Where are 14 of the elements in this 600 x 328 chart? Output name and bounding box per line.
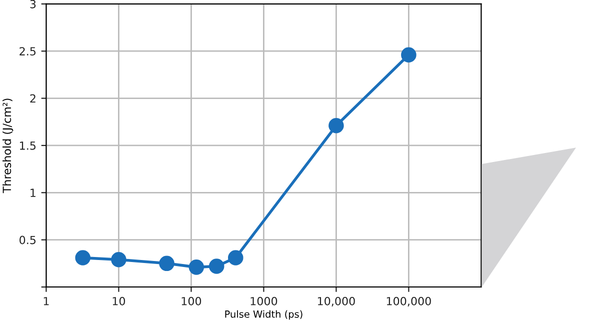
y-tick-label: 1.5: [20, 142, 36, 150]
x-tick-label: 100,000: [386, 296, 431, 306]
x-tick-label: 1000: [250, 296, 278, 306]
x-axis-title: Pulse Width (ps): [225, 310, 302, 320]
y-tick-label: 2: [30, 94, 36, 103]
x-tick-label: 1: [44, 297, 49, 306]
y-tick-label: 1: [30, 188, 36, 197]
x-tick-label: 10: [112, 296, 126, 306]
y-axis-title: Threshold (J/cm²): [2, 98, 14, 194]
y-tick-label: 0.5: [20, 236, 36, 244]
x-tick-label: 100: [182, 296, 202, 306]
x-tick-label: 10,000: [318, 296, 355, 306]
y-tick-label: 3: [30, 0, 36, 8]
y-tick-label: 2.5: [20, 47, 36, 56]
